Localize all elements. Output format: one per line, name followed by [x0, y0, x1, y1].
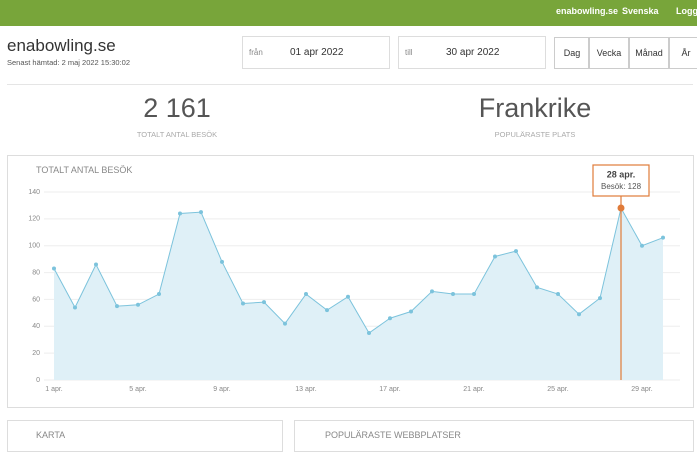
stat-value: 2 161 — [143, 93, 211, 123]
area — [54, 208, 663, 380]
stat-value: Frankrike — [478, 93, 592, 123]
map-panel: KARTA — [7, 420, 283, 452]
point — [136, 302, 140, 307]
stat-label: POPULÄRASTE PLATS — [494, 130, 576, 139]
to-label: till — [405, 48, 413, 57]
point — [451, 292, 455, 297]
x-tick-label: 25 apr. — [547, 386, 568, 393]
point — [283, 321, 287, 326]
point — [199, 210, 203, 215]
x-tick-label: 5 apr. — [129, 386, 147, 393]
divider — [7, 84, 693, 85]
point — [115, 304, 119, 309]
point — [514, 249, 518, 254]
point — [52, 266, 56, 271]
stat-label: TOTALT ANTAL BESÖK — [136, 130, 218, 139]
from-label: från — [249, 48, 263, 57]
y-tick-label: 120 — [28, 216, 40, 223]
point — [640, 243, 644, 248]
x-tick-label: 29 apr. — [631, 386, 652, 393]
y-tick-label: 0 — [36, 377, 40, 384]
y-tick-label: 60 — [32, 296, 40, 303]
y-tick-label: 40 — [32, 323, 40, 330]
point — [304, 292, 308, 297]
y-tick-label: 80 — [32, 269, 40, 276]
line — [53, 206, 664, 334]
point — [535, 285, 539, 290]
point — [472, 292, 476, 297]
nav-language[interactable]: Svenska — [622, 6, 659, 16]
tooltip — [592, 164, 650, 197]
point — [241, 301, 245, 306]
to-date[interactable]: till 30 apr 2022 — [398, 36, 546, 69]
from-value: 01 apr 2022 — [290, 47, 344, 58]
y-tick-label: 20 — [32, 350, 40, 357]
panel-title: KARTA — [36, 430, 66, 440]
point — [157, 292, 161, 297]
point — [94, 262, 98, 267]
point — [73, 305, 77, 310]
x-tick-label: 9 apr. — [213, 386, 231, 393]
panel-title: POPULÄRASTE WEBBPLATSER — [325, 430, 461, 440]
x-tick-label: 17 apr. — [379, 386, 400, 393]
point — [598, 296, 602, 301]
point — [346, 294, 350, 299]
point — [661, 235, 665, 240]
from-date[interactable]: från 01 apr 2022 — [242, 36, 390, 69]
point — [577, 312, 581, 317]
y-tick-label: 140 — [28, 189, 40, 196]
point — [220, 259, 224, 264]
point — [409, 309, 413, 314]
tooltip-label: Besök: 128 — [601, 182, 642, 191]
chart: 0 20 40 60 80 100 120 140 1 apr. 5 apr. 9 apr. 13 a… — [28, 164, 680, 393]
period-button[interactable]: År — [668, 37, 697, 69]
point — [556, 292, 560, 297]
nav-site[interactable]: enabowling.se — [556, 6, 619, 16]
top-nav: enabowling.se Svenska Logga — [0, 0, 697, 26]
x-tick-label: 21 apr. — [463, 386, 484, 393]
period-button[interactable]: Dag — [554, 37, 590, 69]
sites-panel: POPULÄRASTE WEBBPLATSER — [294, 420, 694, 452]
point — [178, 211, 182, 216]
point — [388, 316, 392, 321]
to-value: 30 apr 2022 — [446, 47, 500, 58]
x-tick-label: 13 apr. — [295, 386, 316, 393]
point — [430, 289, 434, 294]
subtitle: Senast hämtad: 2 maj 2022 15:30:02 — [7, 58, 131, 67]
point — [367, 331, 371, 335]
chart-title: TOTALT ANTAL BESÖK — [36, 165, 133, 175]
point — [262, 300, 266, 305]
point — [325, 308, 329, 313]
point — [493, 254, 497, 259]
y-tick-label: 100 — [28, 243, 40, 250]
period-button[interactable]: Vecka — [588, 37, 630, 69]
nav-login[interactable]: Logga — [676, 6, 697, 16]
site-title: enabowling.se — [7, 36, 116, 55]
hover-point — [617, 204, 625, 212]
x-tick-label: 1 apr. — [45, 386, 63, 393]
period-button[interactable]: Månad — [628, 37, 670, 69]
tooltip-title: 28 apr. — [607, 169, 636, 179]
